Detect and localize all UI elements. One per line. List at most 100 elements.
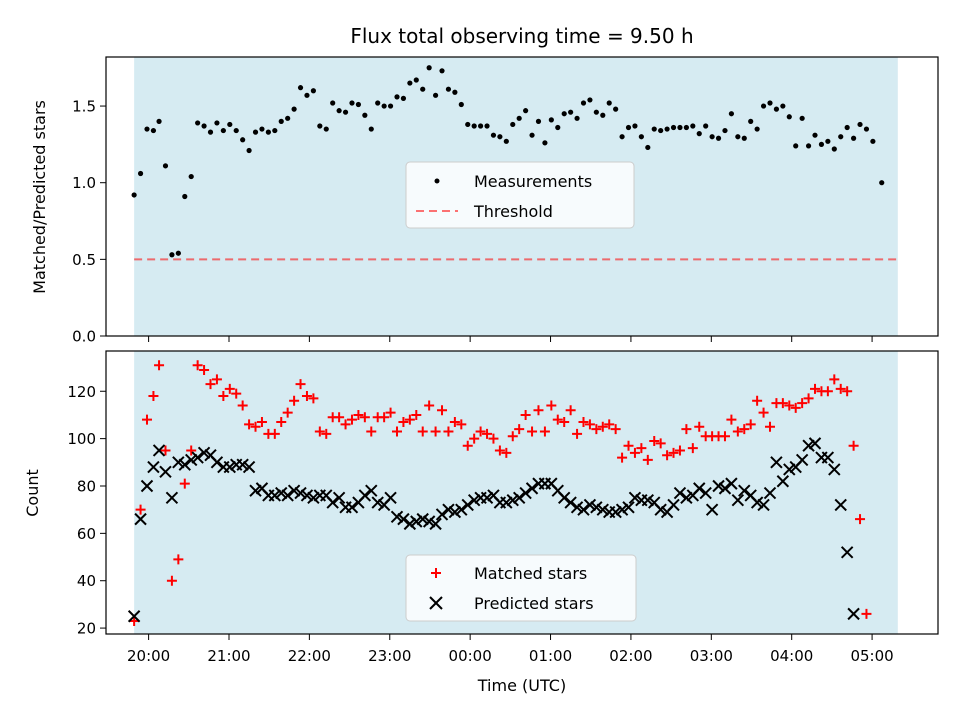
measurement-point	[259, 126, 265, 132]
predicted-star-marker	[712, 479, 725, 493]
matched-star-marker	[334, 412, 345, 423]
legend-measurements: Measurements	[474, 172, 592, 191]
measurement-point	[767, 100, 773, 106]
predicted-star-marker	[467, 493, 481, 507]
measurement-point	[857, 121, 863, 128]
measurement-point	[207, 129, 214, 135]
measurement-point	[555, 124, 561, 131]
matched-star-marker	[488, 433, 499, 444]
measurement-point	[503, 138, 509, 144]
predicted-star-marker	[281, 489, 294, 502]
measurement-point	[375, 100, 381, 106]
predicted-star-marker	[776, 475, 790, 488]
measurement-point	[182, 193, 188, 200]
measurement-point	[516, 115, 522, 121]
measurement-point	[368, 126, 374, 132]
matched-star-marker	[822, 386, 833, 397]
predicted-star-marker	[435, 508, 449, 521]
measurement-point	[677, 124, 683, 131]
predicted-star-marker	[628, 491, 642, 505]
matched-star-marker	[456, 419, 467, 430]
predicted-star-marker	[210, 456, 224, 469]
y-tick-label: 80	[77, 477, 96, 495]
matched-star-marker	[790, 402, 801, 413]
predicted-star-marker	[808, 437, 822, 450]
predicted-star-marker	[731, 493, 745, 507]
predicted-star-marker	[223, 460, 237, 474]
matched-star-marker	[527, 426, 538, 437]
measurement-point	[645, 144, 651, 151]
measurement-point	[825, 138, 831, 144]
predicted-star-marker	[345, 501, 359, 514]
legend-matched: Matched stars	[474, 564, 587, 583]
matched-star-marker	[752, 395, 763, 406]
matched-star-marker	[186, 445, 197, 456]
predicted-star-marker	[828, 463, 841, 476]
predicted-star-marker	[763, 486, 777, 500]
matched-star-marker	[649, 435, 660, 446]
predicted-stars-points	[127, 437, 860, 623]
matched-star-marker	[604, 419, 615, 430]
predicted-star-marker	[821, 451, 835, 464]
matched-star-marker	[848, 440, 859, 451]
matched-star-marker	[166, 575, 177, 586]
predicted-star-marker	[134, 512, 147, 526]
measurement-point	[400, 95, 407, 101]
matched-star-marker	[192, 360, 203, 371]
measurement-point	[439, 68, 445, 74]
ratio-axes-frame	[105, 56, 939, 337]
y-tick-label: 60	[77, 525, 96, 543]
matched-star-marker	[443, 426, 454, 437]
x-tick-label: 02:00	[609, 647, 652, 665]
measurement-point	[330, 100, 336, 106]
predicted-star-marker	[680, 491, 693, 505]
measurement-point	[214, 120, 220, 126]
x-tick-label: 20:00	[127, 647, 170, 665]
matched-star-marker	[205, 379, 216, 390]
measurement-point	[227, 121, 233, 128]
x-tick-label: 21:00	[207, 647, 250, 665]
matched-star-marker	[256, 417, 267, 428]
matched-star-marker	[179, 478, 190, 489]
matched-star-marker	[289, 395, 300, 406]
x-tick-label: 01:00	[529, 647, 572, 665]
matched-star-marker	[250, 421, 261, 432]
measurement-point	[150, 127, 157, 134]
matched-star-marker	[366, 426, 377, 437]
matched-star-marker	[758, 407, 769, 418]
measurement-point	[664, 126, 670, 132]
matched-star-marker	[565, 405, 576, 416]
measurement-point	[748, 118, 754, 124]
measurement-point	[432, 92, 439, 98]
predicted-star-marker	[590, 501, 603, 514]
matched-star-marker	[681, 424, 692, 435]
predicted-star-marker	[512, 491, 526, 505]
predicted-star-marker	[236, 458, 249, 471]
predicted-star-marker	[152, 444, 166, 457]
y-tick-label: 20	[77, 620, 96, 638]
matched-star-marker	[160, 445, 171, 456]
predicted-star-marker	[448, 505, 462, 519]
measurement-point	[658, 127, 664, 134]
predicted-star-marker	[275, 486, 288, 500]
predicted-star-marker	[147, 460, 160, 474]
matched-star-marker	[591, 424, 602, 435]
predicted-star-marker	[242, 460, 256, 474]
predicted-star-marker	[172, 456, 185, 469]
measurement-point	[323, 126, 329, 132]
matched-star-marker	[269, 428, 280, 439]
matched-star-marker	[237, 400, 248, 411]
matched-star-marker	[475, 426, 486, 437]
measurement-point	[613, 106, 619, 112]
predicted-star-marker	[159, 465, 172, 478]
matched-star-marker	[745, 419, 756, 430]
measurement-point	[793, 143, 799, 149]
matched-star-marker	[301, 390, 312, 401]
predicted-legend-marker	[429, 596, 443, 610]
measurement-point	[831, 146, 837, 152]
predicted-star-marker	[840, 546, 854, 559]
measurement-point	[246, 147, 252, 154]
predicted-star-marker	[847, 607, 860, 621]
matched-star-marker	[437, 405, 448, 416]
measurement-point	[362, 112, 368, 118]
